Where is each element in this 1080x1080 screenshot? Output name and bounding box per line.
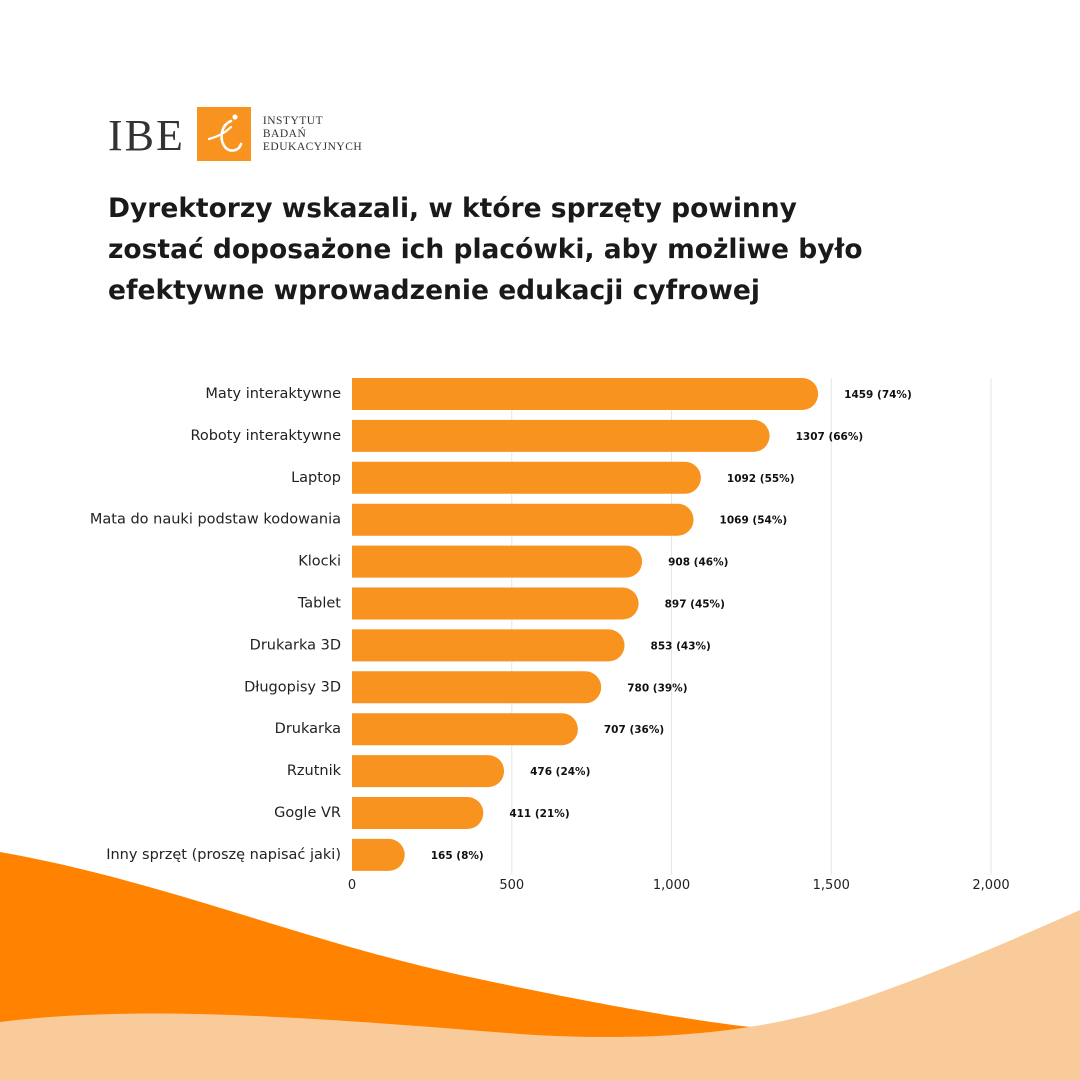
bar	[352, 587, 639, 620]
title-line: efektywne wprowadzenie edukacji cyfrowej	[108, 275, 760, 306]
x-tick-label: 0	[348, 878, 356, 893]
logo-institute-name: INSTYTUT BADAŃ EDUKACYJNYCH	[263, 115, 362, 154]
x-tick-label: 1,000	[653, 878, 690, 893]
category-label: Mata do nauki podstaw kodowania	[90, 512, 341, 528]
data-label: 908 (46%)	[668, 557, 728, 569]
x-tick-label: 500	[499, 878, 524, 893]
category-label: Drukarka	[275, 721, 341, 737]
logo-name-line: INSTYTUT	[262, 114, 324, 127]
x-tick-label: 1,500	[813, 878, 850, 893]
data-label: 1459 (74%)	[844, 389, 912, 401]
bar	[352, 755, 505, 788]
data-label: 476 (24%)	[530, 766, 590, 778]
bar	[352, 545, 643, 578]
bar	[352, 671, 602, 704]
bar	[352, 378, 819, 410]
title-line: Dyrektorzy wskazali, w które sprzęty pow…	[108, 193, 797, 224]
data-label: 707 (36%)	[604, 724, 664, 736]
logo-mark-icon	[196, 107, 251, 161]
category-label: Roboty interaktywne	[190, 428, 341, 444]
data-label: 1307 (66%)	[796, 431, 864, 443]
category-label: Drukarka 3D	[250, 637, 341, 653]
data-label: 897 (45%)	[665, 599, 725, 611]
bar	[352, 503, 694, 536]
bar	[352, 461, 701, 494]
bar	[352, 838, 405, 871]
data-label: 780 (39%)	[627, 682, 687, 694]
data-label: 853 (43%)	[651, 640, 711, 652]
category-label: Maty interaktywne	[205, 386, 341, 402]
data-label: 165 (8%)	[431, 850, 484, 862]
data-label: 411 (21%)	[509, 808, 569, 820]
title-line: zostać doposażone ich placówki, aby możl…	[108, 234, 863, 265]
logo-name-line: EDUKACYJNYCH	[262, 140, 363, 153]
category-label: Klocki	[298, 554, 341, 570]
category-label: Długopisy 3D	[244, 679, 341, 695]
bar	[352, 713, 578, 746]
bar	[352, 797, 484, 829]
data-label: 1069 (54%)	[720, 515, 788, 527]
category-label: Laptop	[291, 470, 341, 486]
category-label: Rzutnik	[287, 763, 342, 779]
logo-abbreviation: IBE	[108, 111, 185, 160]
ibe-logo: IBE INSTYTUT BADAŃ EDUKACYJNYCH	[108, 106, 362, 162]
bar	[352, 629, 625, 662]
bar	[352, 419, 770, 452]
page-title: Dyrektorzy wskazali, w które sprzęty pow…	[108, 188, 968, 311]
wave-light	[0, 910, 1080, 1080]
data-label: 1092 (55%)	[727, 473, 795, 485]
logo-name-line: BADAŃ	[262, 127, 307, 140]
x-tick-label: 2,000	[972, 878, 1009, 893]
category-label: Inny sprzęt (proszę napisać jaki)	[106, 847, 341, 863]
category-label: Gogle VR	[274, 805, 341, 821]
category-label: Tablet	[297, 596, 341, 612]
